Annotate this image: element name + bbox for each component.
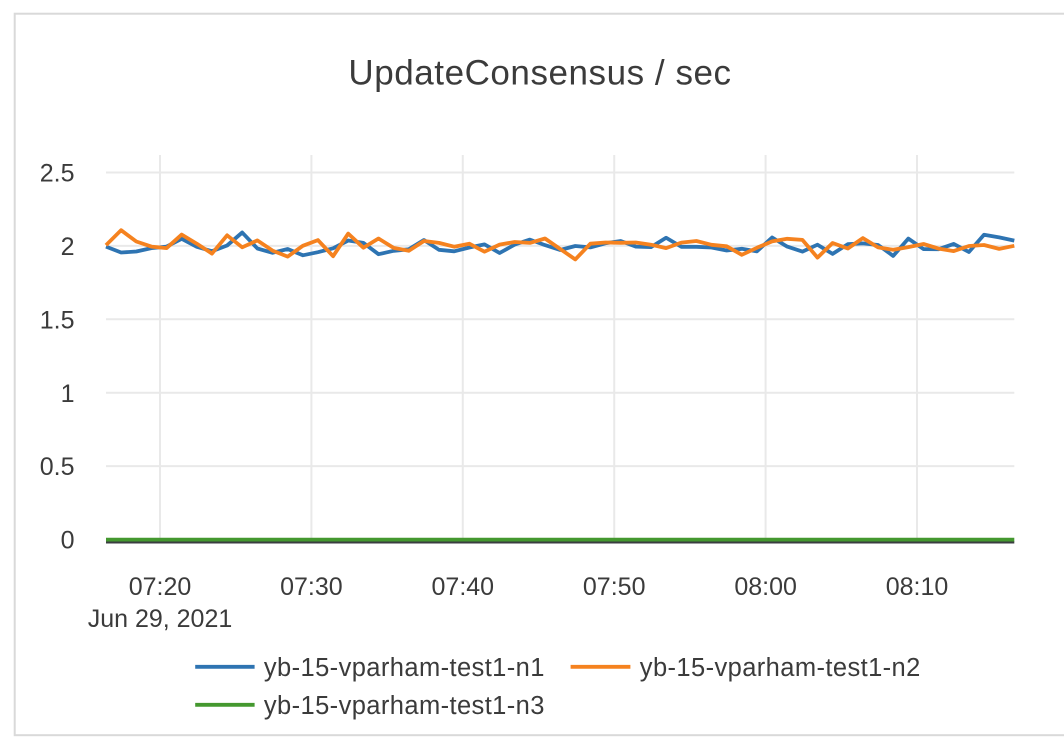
svg-text:0: 0 [61,527,75,555]
svg-text:Jun 29, 2021: Jun 29, 2021 [88,605,233,633]
svg-text:07:50: 07:50 [583,573,646,601]
svg-text:UpdateConsensus / sec: UpdateConsensus / sec [348,54,731,93]
svg-text:0.5: 0.5 [40,453,75,481]
svg-text:08:00: 08:00 [734,573,797,601]
svg-text:1: 1 [61,380,75,408]
svg-text:yb-15-vparham-test1-n1: yb-15-vparham-test1-n1 [264,654,545,682]
svg-text:07:30: 07:30 [280,573,343,601]
svg-text:2.5: 2.5 [40,160,75,188]
svg-text:2: 2 [61,233,75,261]
svg-text:07:20: 07:20 [129,573,192,601]
svg-text:08:10: 08:10 [886,573,949,601]
svg-text:07:40: 07:40 [432,573,495,601]
svg-text:yb-15-vparham-test1-n2: yb-15-vparham-test1-n2 [640,654,921,682]
svg-text:yb-15-vparham-test1-n3: yb-15-vparham-test1-n3 [264,692,545,720]
svg-text:1.5: 1.5 [40,306,75,334]
